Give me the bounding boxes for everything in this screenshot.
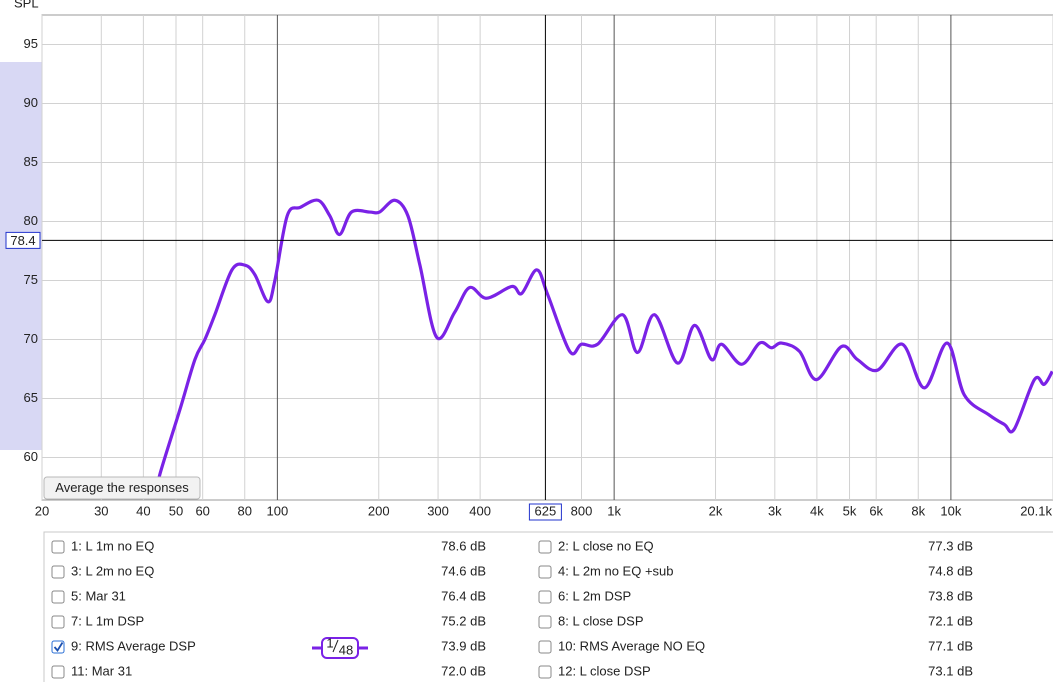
measurement-name: 12: L close DSP (558, 663, 651, 678)
x-tick-label: 200 (368, 503, 390, 518)
measurement-name: 6: L 2m DSP (558, 588, 631, 603)
x-tick-label: 40 (136, 503, 150, 518)
measurement-name: 8: L close DSP (558, 613, 644, 628)
smoothing-box[interactable] (321, 637, 359, 659)
measurement-name: 4: L 2m no EQ +sub (558, 563, 674, 578)
y-tick-label: 85 (24, 154, 38, 169)
cursor-y-box (5, 231, 41, 249)
axis-range-band (0, 62, 42, 450)
measurement-name: 7: L 1m DSP (71, 613, 144, 628)
x-tick-label: 6k (869, 503, 883, 518)
checkbox[interactable] (538, 665, 552, 679)
button-label[interactable]: Average the responses (55, 480, 189, 495)
measurement-name: 3: L 2m no EQ (71, 563, 154, 578)
measurement-level: 77.1 dB (928, 638, 973, 653)
checkbox[interactable] (51, 590, 65, 604)
measurement-level: 75.2 dB (441, 613, 486, 628)
measurement-level: 76.4 dB (441, 588, 486, 603)
x-tick-label: 50 (169, 503, 183, 518)
measurement-level: 73.9 dB (441, 638, 486, 653)
x-tick-label: 8k (911, 503, 925, 518)
measurement-level: 73.8 dB (928, 588, 973, 603)
checkbox[interactable] (538, 640, 552, 654)
checkmark[interactable] (53, 642, 64, 653)
measurement-name: 1: L 1m no EQ (71, 538, 154, 553)
x-tick-label: 60 (195, 503, 209, 518)
y-tick-label: 65 (24, 390, 38, 405)
checkbox[interactable] (51, 665, 65, 679)
measurement-level: 72.1 dB (928, 613, 973, 628)
average-button[interactable]: Average the responses (43, 476, 201, 500)
y-axis-label: SPL (14, 0, 39, 10)
y-tick-label: 70 (24, 331, 38, 346)
x-tick-label: 800 (571, 503, 593, 518)
y-tick-label: 95 (24, 36, 38, 51)
cursor-x-box (528, 503, 562, 521)
smoothing-denominator: 48 (339, 642, 353, 657)
y-tick-label: 75 (24, 272, 38, 287)
plot-area (41, 14, 1053, 501)
measurement-name: 9: RMS Average DSP (71, 638, 196, 653)
checkbox[interactable] (51, 615, 65, 629)
cursor-y-label: 78.4 (10, 233, 35, 248)
response-curve (153, 198, 1053, 500)
x-tick-label: 20.1k (1020, 503, 1052, 518)
x-tick-label: 5k (843, 503, 857, 518)
checkbox[interactable] (51, 540, 65, 554)
measurement-name: 2: L close no EQ (558, 538, 654, 553)
checkbox[interactable] (538, 615, 552, 629)
cursor-x-label: 625 (535, 503, 557, 518)
measurement-level: 74.6 dB (441, 563, 486, 578)
measurement-level: 73.1 dB (928, 663, 973, 678)
x-tick-label: 3k (768, 503, 782, 518)
x-tick-label: 10k (940, 503, 961, 518)
measurement-panel (43, 531, 1053, 682)
y-tick-label: 60 (24, 449, 38, 464)
y-tick-label: 80 (24, 213, 38, 228)
y-tick-label: 90 (24, 95, 38, 110)
x-tick-label: 1k (607, 503, 621, 518)
measurement-name: 11: Mar 31 (71, 663, 132, 678)
checkbox[interactable] (51, 565, 65, 579)
x-tick-label: 80 (238, 503, 252, 518)
smoothing-slash (332, 639, 339, 653)
button-frame[interactable] (43, 476, 201, 500)
measurement-name: 5: Mar 31 (71, 588, 126, 603)
measurement-level: 74.8 dB (928, 563, 973, 578)
x-tick-label: 400 (469, 503, 491, 518)
measurement-list: 1: L 1m no EQ 78.6 dB 2: L close no EQ 77.3… (51, 538, 973, 679)
plot: 60 65 70 75 80 85 90 95 20 30 40 50 60 80 100 200 300 400… (5, 14, 1053, 521)
checkbox[interactable] (538, 590, 552, 604)
x-tick-label: 300 (427, 503, 449, 518)
checkbox[interactable] (538, 565, 552, 579)
measurement-name: 10: RMS Average NO EQ (558, 638, 705, 653)
x-tick-label: 4k (810, 503, 824, 518)
x-tick-label: 30 (94, 503, 108, 518)
x-tick-label: 20 (35, 503, 49, 518)
checkbox[interactable] (538, 540, 552, 554)
x-tick-label: 2k (709, 503, 723, 518)
x-tick-label: 100 (267, 503, 289, 518)
measurement-level: 72.0 dB (441, 663, 486, 678)
measurement-level: 78.6 dB (441, 538, 486, 553)
smoothing-numerator: 1 (326, 635, 333, 650)
measurement-level: 77.3 dB (928, 538, 973, 553)
